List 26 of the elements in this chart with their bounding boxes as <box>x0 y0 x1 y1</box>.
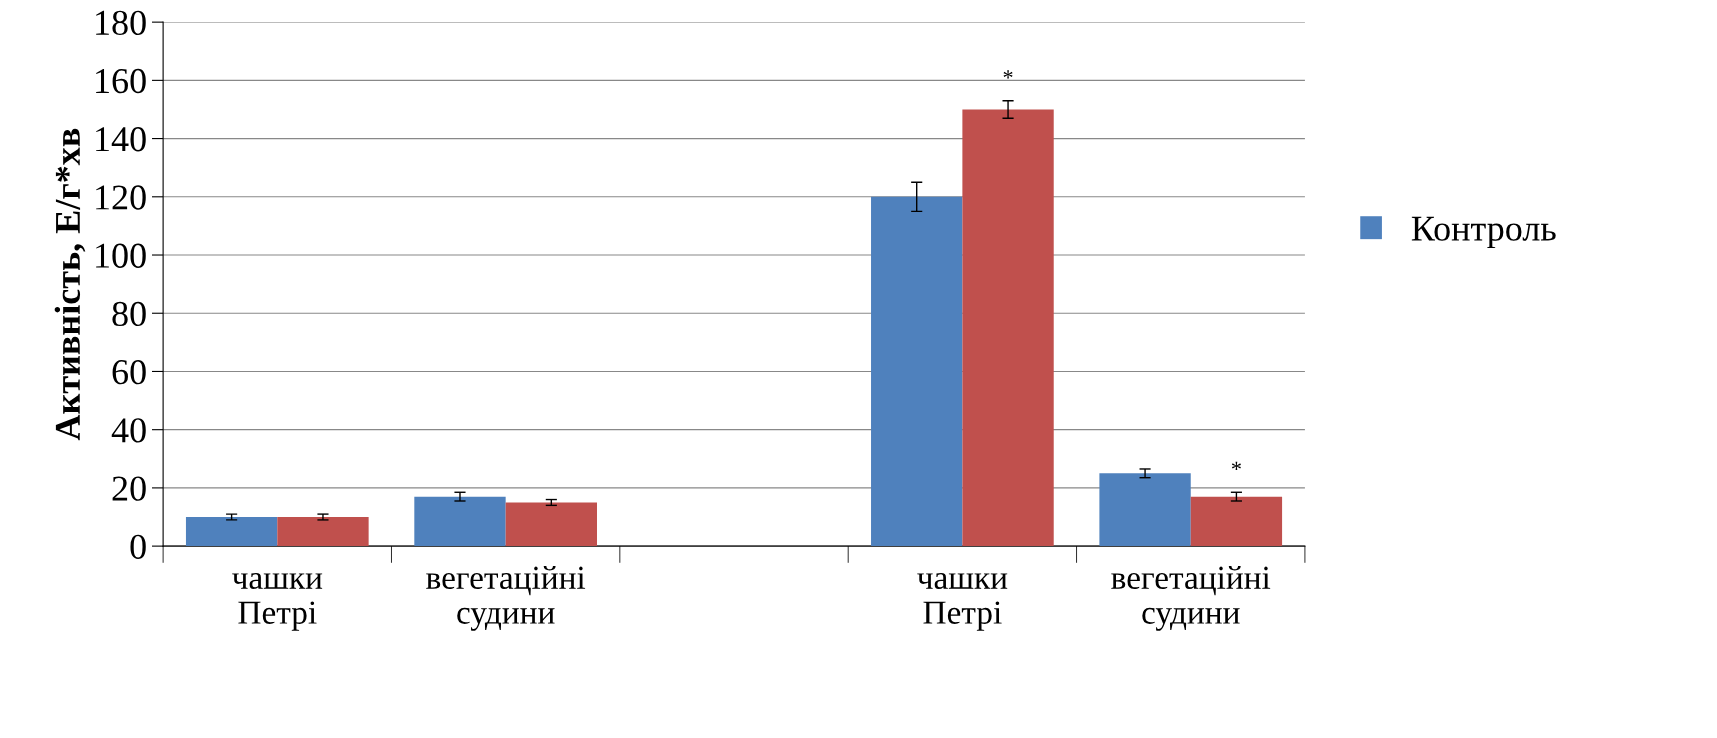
y-tick-label: 120 <box>96 185 146 210</box>
y-tick-label: 0 <box>130 534 146 559</box>
x-tick-label: вегетаційні судини <box>426 565 586 631</box>
y-tick-label: 20 <box>112 476 146 501</box>
x-tick-label: вегетаційні судини <box>1111 565 1271 631</box>
y-axis-title: Активність, Е/г*хв <box>54 128 86 441</box>
y-tick-label: 60 <box>112 359 146 385</box>
bar <box>1190 496 1283 547</box>
bar <box>505 502 597 547</box>
x-tick-label: чашки Петрі <box>232 573 323 631</box>
bar <box>962 109 1054 547</box>
data-label: * <box>1231 461 1241 471</box>
bar <box>185 517 278 547</box>
y-tick-label: 80 <box>112 301 146 327</box>
y-tick-label: 100 <box>96 243 146 268</box>
bar <box>1099 473 1191 547</box>
y-tick-label: 140 <box>96 127 146 152</box>
y-tick-label: 180 <box>96 10 146 36</box>
data-label: * <box>1003 70 1013 79</box>
bar <box>871 196 963 547</box>
bar <box>277 517 369 547</box>
y-tick-label: 160 <box>96 68 146 94</box>
x-tick-label: чашки Петрі <box>917 573 1008 631</box>
bar <box>414 496 506 547</box>
y-tick-label: 40 <box>111 418 146 443</box>
legend-label: Контроль <box>1411 216 1556 249</box>
